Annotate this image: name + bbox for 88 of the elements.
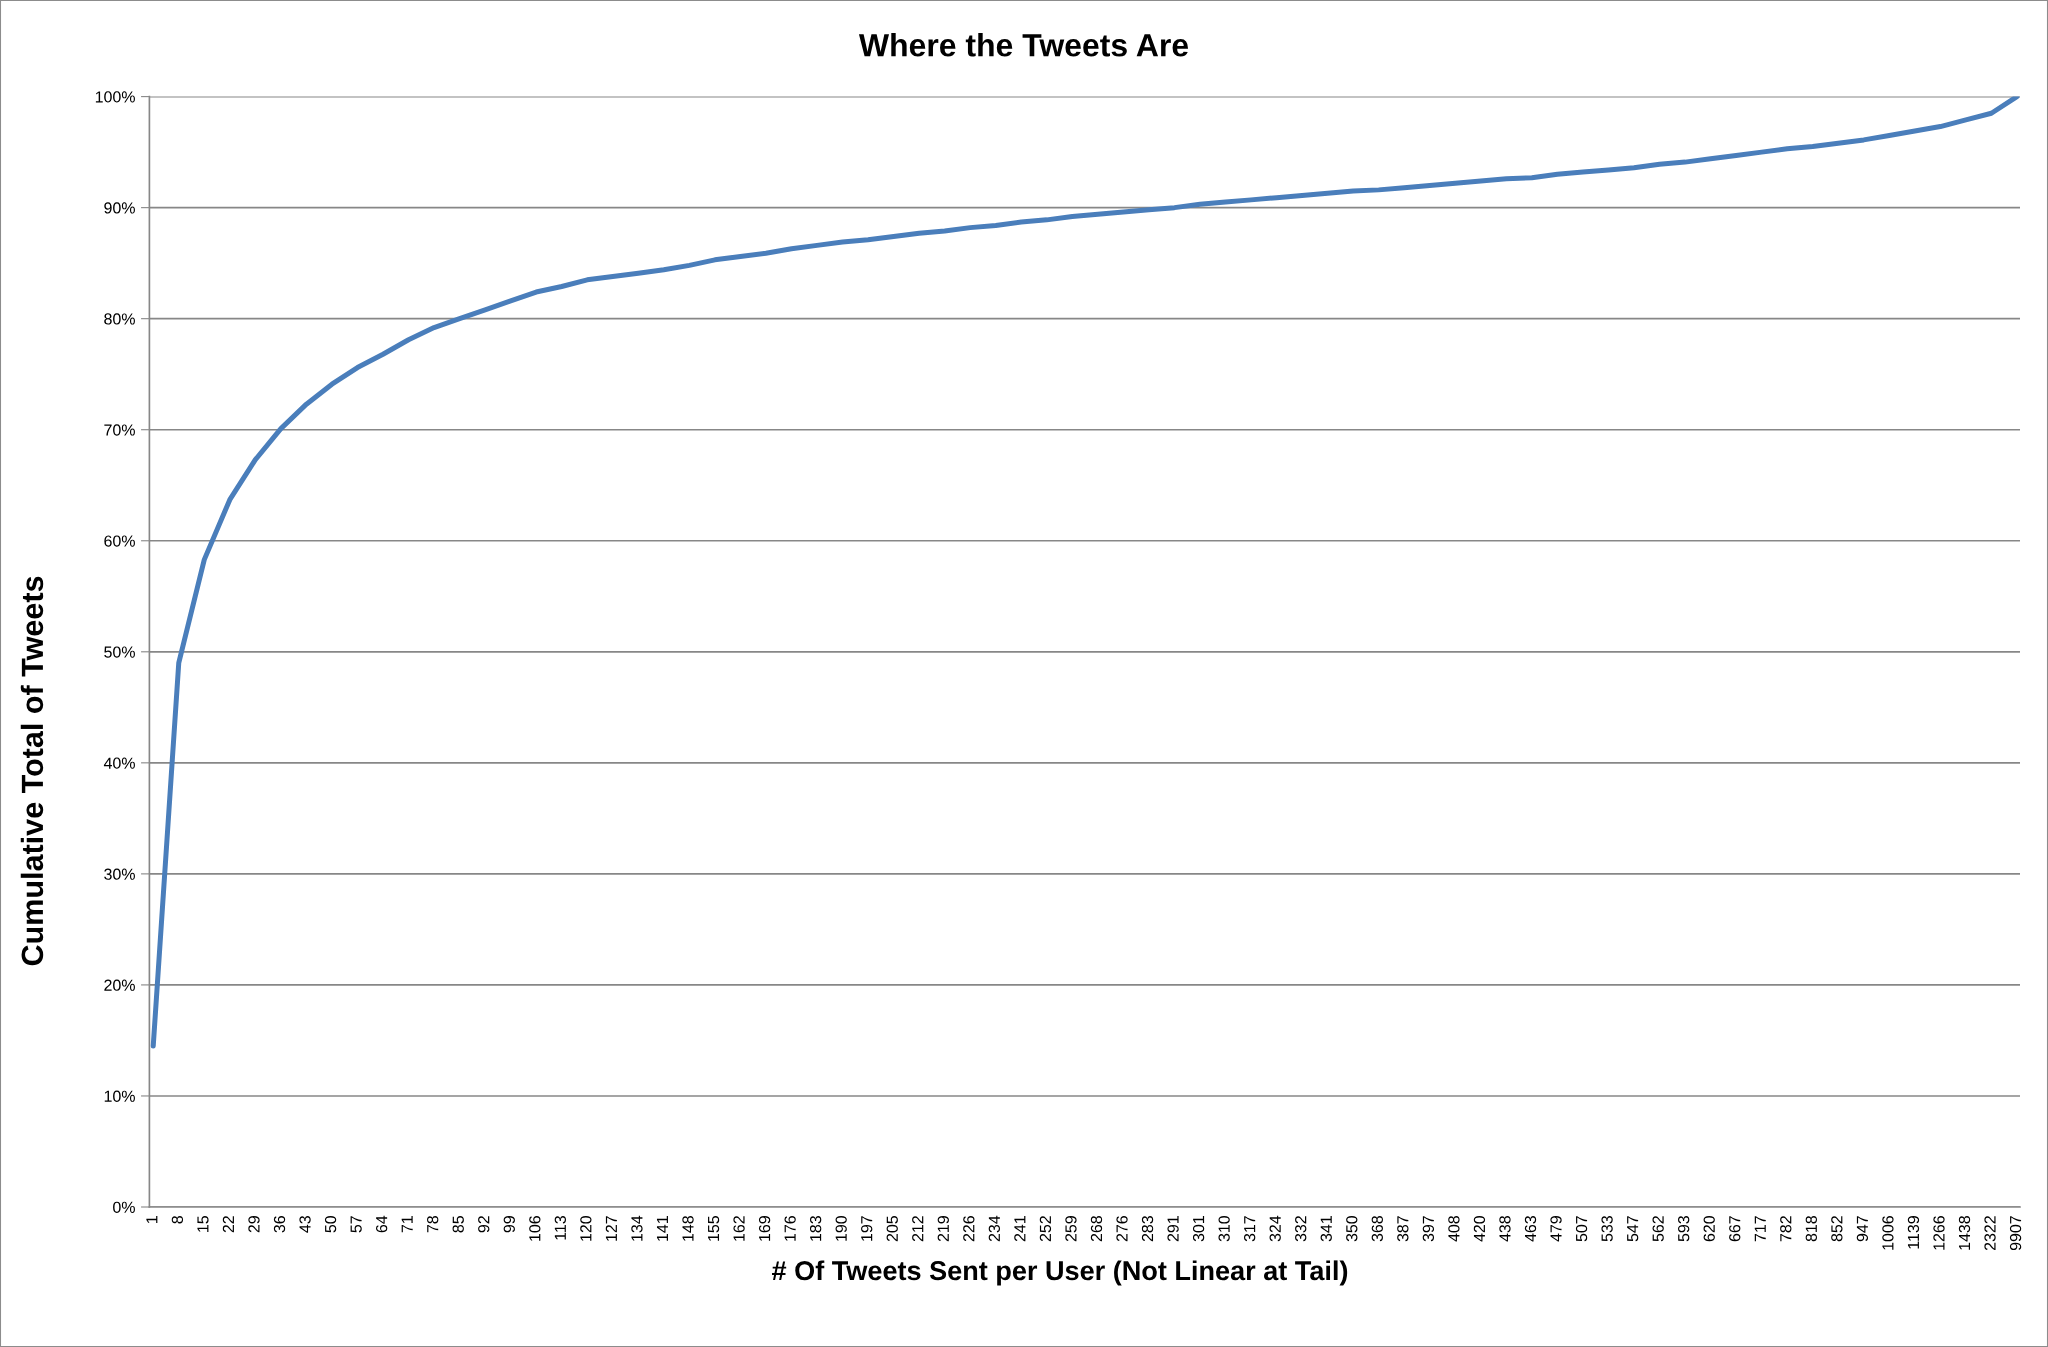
y-tick-label: 50%	[104, 646, 135, 658]
x-tick-label: 397	[1422, 1216, 1435, 1242]
x-tick-label: 368	[1371, 1216, 1383, 1242]
x-tick-label: 463	[1524, 1216, 1537, 1242]
x-tick-label: 226	[963, 1216, 975, 1242]
x-tick-label: 420	[1473, 1215, 1486, 1242]
y-tick-label: 0%	[113, 1201, 135, 1213]
x-tick-label: 438	[1499, 1216, 1511, 1242]
chart-title: Where the Tweets Are	[858, 33, 1189, 57]
x-tick-label: 667	[1729, 1216, 1741, 1242]
y-tick-label: 70%	[104, 424, 135, 436]
y-tick-label: 40%	[103, 757, 135, 769]
x-tick-label: 190	[835, 1215, 847, 1241]
x-tick-label: 78	[427, 1216, 439, 1233]
x-tick-label: 310	[1218, 1215, 1230, 1242]
x-tick-label: 141	[656, 1216, 668, 1241]
x-tick-label: 64	[375, 1215, 388, 1233]
x-tick-label: 50	[324, 1215, 337, 1233]
x-tick-label: 479	[1550, 1216, 1562, 1242]
x-tick-label: 162	[733, 1216, 745, 1241]
x-tick-label: 341	[1320, 1216, 1332, 1242]
x-tick-label: 1139	[1907, 1216, 1920, 1249]
x-tick-label: 301	[1192, 1216, 1205, 1242]
x-tick-label: 241	[1014, 1216, 1026, 1242]
x-tick-label: 176	[784, 1216, 796, 1241]
y-tick-label: 60%	[104, 535, 135, 547]
x-tick-label: 620	[1703, 1215, 1715, 1242]
x-tick-label: 169	[758, 1216, 771, 1241]
x-tick-label: 183	[809, 1216, 822, 1241]
x-tick-label: 507	[1575, 1216, 1588, 1242]
y-tick-label: 20%	[104, 979, 135, 991]
x-tick-label: 9907	[2009, 1216, 2022, 1251]
x-tick-label: 134	[631, 1215, 643, 1241]
x-tick-label: 332	[1295, 1216, 1307, 1242]
y-tick-label: 100%	[95, 91, 135, 103]
y-tick-label: 10%	[104, 1090, 135, 1102]
x-tick-label: 57	[350, 1216, 362, 1233]
y-tick-label: 80%	[104, 313, 135, 325]
x-tick-label: 268	[1090, 1216, 1103, 1242]
x-tick-label: 947	[1856, 1216, 1869, 1242]
x-tick-label: 8	[171, 1216, 184, 1224]
x-tick-label: 85	[452, 1216, 464, 1233]
y-tick-label: 30%	[104, 868, 135, 880]
x-tick-label: 212	[912, 1216, 924, 1242]
x-tick-label: 291	[1167, 1216, 1179, 1242]
x-tick-label: 387	[1397, 1216, 1409, 1242]
x-tick-label: 113	[554, 1216, 566, 1240]
x-tick-label: 219	[937, 1216, 949, 1242]
x-tick-label: 127	[605, 1216, 617, 1241]
x-tick-label: 120	[580, 1215, 592, 1241]
x-tick-label: 2322	[1984, 1216, 1996, 1251]
x-tick-label: 15	[197, 1216, 209, 1232]
x-tick-label: 29	[248, 1216, 260, 1233]
x-tick-label: 252	[1039, 1216, 1052, 1242]
x-tick-label: 317	[1244, 1216, 1256, 1242]
x-tick-label: 155	[708, 1216, 720, 1241]
x-tick-label: 1266	[1933, 1216, 1945, 1250]
x-tick-label: 1	[146, 1216, 158, 1223]
x-axis-title: # Of Tweets Sent per User (Not Linear at Tail)	[772, 1260, 1348, 1286]
x-tick-label: 852	[1831, 1216, 1843, 1242]
x-tick-label: 43	[299, 1216, 311, 1233]
x-tick-label: 148	[682, 1216, 694, 1241]
x-tick-label: 197	[861, 1216, 873, 1241]
x-tick-label: 533	[1601, 1216, 1613, 1242]
x-tick-label: 818	[1805, 1216, 1817, 1242]
x-tick-label: 234	[988, 1215, 1001, 1242]
x-tick-label: 106	[529, 1216, 541, 1241]
x-tick-label: 276	[1116, 1216, 1128, 1242]
x-tick-label: 408	[1448, 1216, 1460, 1242]
x-tick-label: 36	[273, 1216, 286, 1233]
x-tick-label: 562	[1652, 1216, 1664, 1242]
x-tick-label: 324	[1269, 1215, 1281, 1242]
x-tick-label: 71	[401, 1216, 413, 1233]
x-tick-label: 782	[1780, 1216, 1792, 1242]
x-tick-label: 1438	[1958, 1216, 1971, 1250]
y-tick-label: 90%	[104, 202, 135, 214]
x-tick-label: 547	[1627, 1216, 1639, 1242]
x-tick-label: 205	[886, 1216, 898, 1242]
x-tick-label: 1006	[1882, 1216, 1894, 1250]
x-tick-label: 259	[1065, 1216, 1077, 1242]
x-tick-label: 283	[1141, 1216, 1154, 1242]
x-tick-label: 350	[1346, 1215, 1358, 1242]
x-tick-label: 593	[1678, 1216, 1690, 1242]
y-axis-title: Cumulative Total of Tweets	[20, 576, 44, 966]
x-tick-label: 22	[222, 1216, 234, 1233]
x-tick-label: 92	[478, 1216, 490, 1233]
x-tick-label: 717	[1754, 1216, 1766, 1242]
x-tick-label: 99	[503, 1216, 515, 1233]
